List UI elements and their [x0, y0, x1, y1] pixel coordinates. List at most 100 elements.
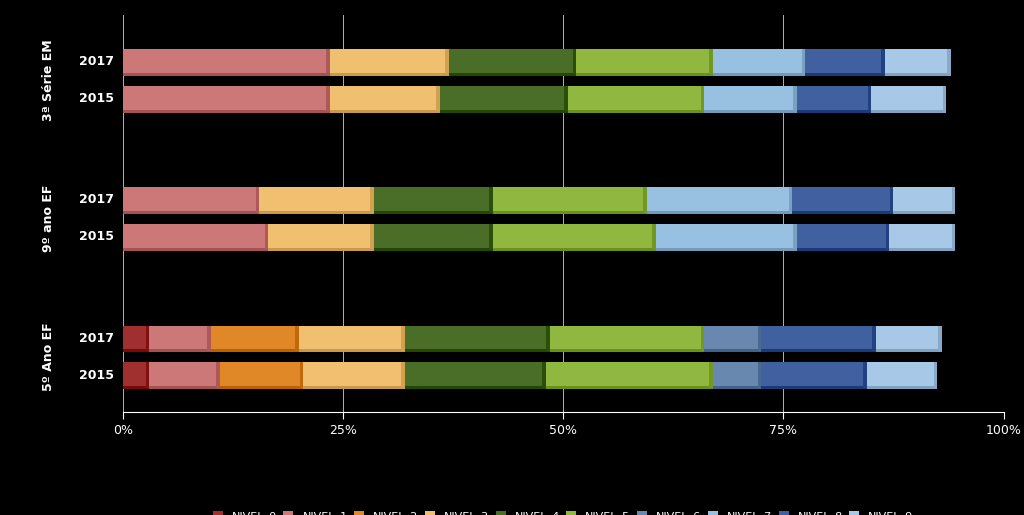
Bar	[440, 86, 567, 111]
Bar	[713, 386, 761, 389]
Bar	[374, 224, 493, 249]
Bar	[123, 386, 150, 389]
Bar	[264, 224, 268, 249]
Bar	[145, 363, 150, 388]
Bar	[259, 187, 374, 213]
Bar	[123, 248, 268, 251]
Bar	[550, 349, 705, 352]
Bar	[150, 386, 220, 389]
Bar	[371, 187, 374, 213]
Bar	[710, 49, 713, 74]
Bar	[867, 386, 938, 389]
Bar	[797, 224, 889, 249]
Bar	[567, 86, 705, 111]
Bar	[938, 325, 942, 351]
Bar	[550, 325, 705, 351]
Bar	[208, 325, 211, 351]
Bar	[449, 49, 577, 74]
Text: 2015: 2015	[79, 369, 114, 382]
Bar	[404, 349, 550, 352]
Bar	[934, 363, 937, 388]
Bar	[259, 211, 374, 214]
Bar	[371, 224, 374, 249]
Bar	[876, 325, 942, 351]
Bar	[567, 110, 705, 113]
Bar	[436, 86, 440, 111]
Bar	[268, 224, 374, 249]
Bar	[951, 224, 955, 249]
Bar	[863, 363, 867, 388]
Bar	[123, 86, 330, 111]
Bar	[788, 187, 793, 213]
Bar	[123, 349, 150, 352]
Bar	[440, 110, 567, 113]
Bar	[643, 187, 647, 213]
Bar	[150, 325, 211, 351]
Bar	[893, 211, 955, 214]
Bar	[211, 349, 299, 352]
Bar	[327, 49, 330, 74]
Bar	[220, 386, 303, 389]
Text: 9º ano EF: 9º ano EF	[42, 185, 54, 252]
Bar	[943, 86, 946, 111]
Bar	[220, 363, 303, 388]
Bar	[793, 224, 797, 249]
Bar	[150, 363, 220, 388]
Bar	[881, 49, 885, 74]
Bar	[330, 110, 440, 113]
Bar	[445, 49, 449, 74]
Bar	[652, 224, 655, 249]
Bar	[705, 110, 797, 113]
Bar	[216, 363, 220, 388]
Bar	[493, 211, 647, 214]
Text: 5º Ano EF: 5º Ano EF	[42, 322, 54, 391]
Bar	[655, 248, 797, 251]
Bar	[893, 187, 955, 213]
Bar	[872, 325, 876, 351]
Bar	[761, 386, 867, 389]
Bar	[705, 349, 761, 352]
Text: 2017: 2017	[79, 332, 114, 345]
Bar	[797, 110, 871, 113]
Bar	[705, 325, 761, 351]
Bar	[793, 86, 797, 111]
Bar	[401, 325, 404, 351]
Bar	[374, 211, 493, 214]
Text: 2015: 2015	[79, 92, 114, 105]
Bar	[299, 349, 404, 352]
Bar	[330, 73, 449, 76]
Bar	[123, 187, 259, 213]
Bar	[805, 73, 885, 76]
Bar	[761, 349, 876, 352]
Bar	[489, 224, 493, 249]
Bar	[542, 363, 546, 388]
Bar	[655, 224, 797, 249]
Bar	[330, 86, 440, 111]
Bar	[705, 86, 797, 111]
Bar	[572, 49, 577, 74]
Bar	[758, 325, 761, 351]
Legend: NIVEL_0, NIVEL_1, NIVEL_2, NIVEL_3, NIVEL_4, NIVEL_5, NIVEL_6, NIVEL_7, NIVEL_8,: NIVEL_0, NIVEL_1, NIVEL_2, NIVEL_3, NIVE…	[210, 508, 916, 515]
Bar	[577, 49, 713, 74]
Bar	[947, 49, 950, 74]
Bar	[951, 187, 955, 213]
Bar	[871, 86, 946, 111]
Bar	[885, 73, 950, 76]
Bar	[296, 325, 299, 351]
Bar	[797, 248, 889, 251]
Bar	[493, 224, 655, 249]
Text: 3ª Série EM: 3ª Série EM	[42, 39, 54, 121]
Bar	[867, 363, 938, 388]
Bar	[123, 211, 259, 214]
Bar	[300, 363, 303, 388]
Bar	[211, 325, 299, 351]
Bar	[145, 325, 150, 351]
Bar	[449, 73, 577, 76]
Bar	[123, 49, 330, 74]
Bar	[546, 363, 713, 388]
Bar	[889, 248, 955, 251]
Bar	[761, 325, 876, 351]
Bar	[577, 73, 713, 76]
Bar	[564, 86, 567, 111]
Bar	[303, 386, 404, 389]
